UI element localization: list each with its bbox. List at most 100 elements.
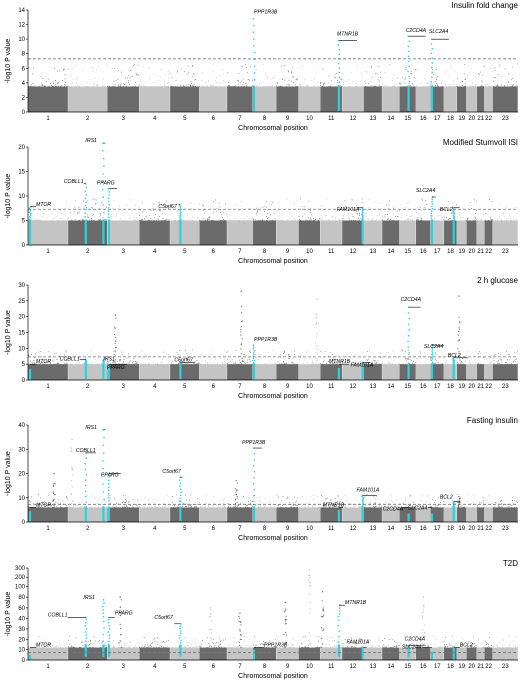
snp-point bbox=[48, 202, 50, 204]
snp-point bbox=[240, 502, 242, 504]
snp-point bbox=[493, 76, 495, 78]
locus-point bbox=[361, 212, 364, 214]
y-tick-label: 10 bbox=[18, 496, 25, 502]
snp-point bbox=[447, 363, 449, 365]
snp-point bbox=[166, 352, 168, 354]
snp-point bbox=[236, 647, 238, 648]
snp-point bbox=[134, 646, 135, 648]
snp-point bbox=[239, 82, 241, 84]
snp-point bbox=[302, 363, 304, 365]
snp-point bbox=[171, 647, 173, 648]
snp-point bbox=[122, 83, 124, 85]
snp-point bbox=[264, 363, 266, 365]
snp-point bbox=[97, 506, 99, 508]
background-spike-point bbox=[71, 479, 73, 482]
snp-point bbox=[430, 202, 432, 204]
snp-point bbox=[31, 220, 33, 221]
snp-point bbox=[177, 219, 179, 221]
snp-point bbox=[359, 506, 361, 508]
snp-point bbox=[466, 351, 468, 353]
snp-point bbox=[170, 85, 172, 87]
snp-point bbox=[267, 217, 268, 219]
snp-point bbox=[129, 506, 130, 508]
snp-point bbox=[146, 647, 148, 648]
snp-point bbox=[420, 218, 422, 219]
snp-point bbox=[400, 645, 402, 647]
snp-point bbox=[112, 646, 114, 648]
snp-point bbox=[353, 646, 355, 648]
chrom-block-22 bbox=[484, 647, 493, 660]
snp-point bbox=[106, 206, 107, 208]
chrom-block-7 bbox=[227, 364, 253, 380]
background-spike-point bbox=[459, 497, 461, 499]
snp-point bbox=[261, 643, 263, 645]
snp-point bbox=[477, 220, 478, 221]
snp-point bbox=[244, 641, 246, 643]
snp-point bbox=[256, 207, 258, 209]
locus-point bbox=[362, 217, 364, 219]
locus-band-cobll1 bbox=[84, 644, 87, 657]
snp-point bbox=[103, 85, 105, 87]
snp-point bbox=[196, 646, 198, 647]
snp-point bbox=[328, 647, 330, 649]
snp-point bbox=[138, 211, 140, 213]
snp-point bbox=[501, 84, 502, 86]
snp-point bbox=[48, 505, 50, 507]
snp-point bbox=[283, 363, 285, 365]
background-spike-top bbox=[321, 591, 324, 593]
gene-label-c5orf67: C5orf67 bbox=[174, 358, 194, 364]
snp-point bbox=[248, 646, 250, 648]
chrom-block-10 bbox=[298, 220, 321, 245]
snp-point bbox=[279, 85, 281, 87]
snp-point bbox=[514, 86, 516, 87]
locus-point bbox=[431, 47, 434, 50]
snp-point bbox=[438, 211, 440, 213]
snp-point bbox=[189, 646, 191, 648]
snp-point bbox=[110, 214, 112, 216]
snp-point bbox=[206, 503, 207, 505]
background-spike-point bbox=[285, 642, 287, 645]
snp-point bbox=[75, 81, 77, 83]
snp-point bbox=[379, 363, 381, 365]
snp-point bbox=[287, 496, 289, 498]
snp-point bbox=[60, 647, 62, 649]
snp-point bbox=[363, 203, 365, 205]
snp-point bbox=[313, 362, 315, 364]
snp-point bbox=[294, 202, 296, 204]
snp-point bbox=[266, 219, 268, 221]
snp-point bbox=[202, 639, 203, 641]
snp-point bbox=[399, 363, 401, 365]
snp-point bbox=[373, 86, 375, 87]
locus-point bbox=[84, 463, 87, 465]
x-tick-label: 19 bbox=[458, 116, 465, 122]
snp-point bbox=[164, 505, 166, 507]
snp-point bbox=[412, 506, 414, 508]
snp-point bbox=[184, 71, 186, 73]
locus-point bbox=[431, 361, 434, 364]
snp-point bbox=[440, 646, 442, 648]
snp-point bbox=[456, 84, 458, 86]
snp-point bbox=[55, 501, 57, 503]
locus-point bbox=[408, 65, 411, 68]
snp-point bbox=[188, 645, 190, 647]
snp-point bbox=[297, 505, 299, 507]
snp-point bbox=[381, 506, 383, 508]
chrom-block-1 bbox=[28, 507, 68, 522]
snp-point bbox=[292, 646, 294, 648]
x-tick-label: 14 bbox=[388, 664, 395, 670]
snp-point bbox=[328, 219, 330, 221]
snp-point bbox=[64, 354, 65, 356]
snp-point bbox=[252, 73, 254, 75]
background-spike-point bbox=[113, 353, 115, 356]
snp-point bbox=[182, 363, 183, 365]
snp-point bbox=[100, 219, 101, 220]
x-tick-label: 8 bbox=[263, 384, 267, 390]
snp-point bbox=[393, 506, 394, 508]
snp-point bbox=[89, 500, 91, 502]
snp-point bbox=[129, 361, 131, 363]
snp-point bbox=[177, 70, 178, 72]
snp-point bbox=[46, 502, 48, 504]
snp-point bbox=[318, 640, 319, 642]
snp-point bbox=[304, 79, 306, 81]
snp-point bbox=[193, 647, 195, 649]
